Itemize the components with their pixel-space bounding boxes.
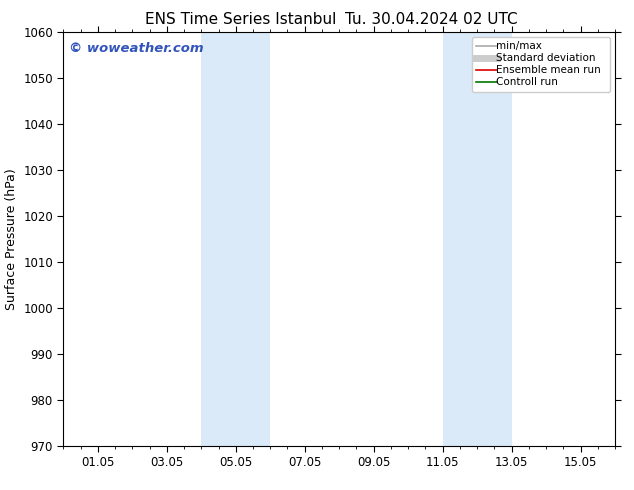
Text: Tu. 30.04.2024 02 UTC: Tu. 30.04.2024 02 UTC bbox=[345, 12, 517, 27]
Y-axis label: Surface Pressure (hPa): Surface Pressure (hPa) bbox=[4, 168, 18, 310]
Bar bbox=[202, 32, 270, 446]
Legend: min/max, Standard deviation, Ensemble mean run, Controll run: min/max, Standard deviation, Ensemble me… bbox=[472, 37, 610, 92]
Text: ENS Time Series Istanbul: ENS Time Series Istanbul bbox=[145, 12, 337, 27]
Bar bbox=[443, 32, 512, 446]
Text: © woweather.com: © woweather.com bbox=[69, 42, 204, 55]
